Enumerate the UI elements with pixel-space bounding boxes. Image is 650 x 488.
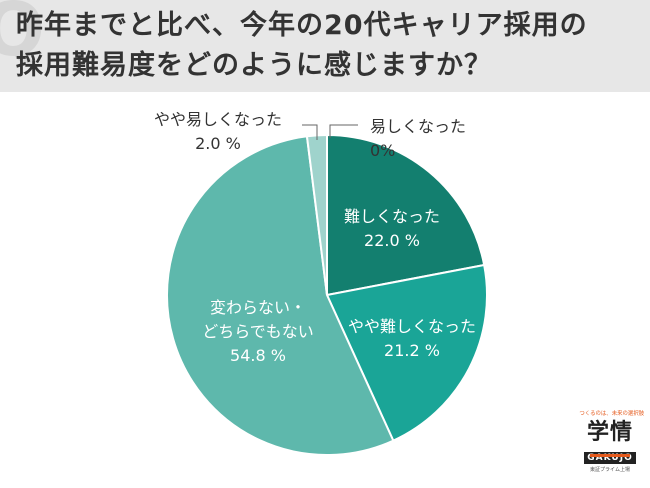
slice-label-4-line-1: 変わらない・ [210, 298, 306, 317]
brand-mark: 学情 [586, 420, 633, 445]
brand-accent-bar [590, 454, 630, 457]
title-line-1: 昨年までと比べ、今年の20代キャリア採用の [16, 10, 588, 41]
slice-label-1-line-2: 0% [370, 141, 395, 160]
slice-label-4-line-2: どちらでもない [202, 322, 314, 341]
pie-slice-2 [326, 133, 486, 297]
slice-label-1-line-1: 易しくなった [370, 117, 466, 136]
slice-label-1: 易しくなった 0% [370, 117, 466, 160]
title-banner: Q 昨年までと比べ、今年の20代キャリア採用の 採用難易度をどのように感じますか… [0, 0, 650, 92]
brand-subtext: 東証プライム上場 [590, 467, 630, 473]
decorative-q-mark: Q [0, 0, 45, 73]
brand-tagline: つくるのは、未来の選択肢 [579, 410, 645, 417]
slice-label-2: 難しくなった 22.0 % [344, 207, 440, 250]
leader-line-5 [302, 124, 318, 140]
pie-slice-4 [166, 135, 395, 456]
slice-label-5-line-1: やや易しくなった [154, 110, 282, 129]
slice-label-5-line-2: 2.0 % [195, 134, 241, 153]
slice-label-4: 変わらない・どちらでもない 54.8 % [202, 298, 314, 365]
slice-label-5: やや易しくなった 2.0 % [154, 110, 282, 153]
slice-label-3-line-2: 21.2 % [384, 341, 440, 360]
slice-label-2-line-1: 難しくなった [344, 207, 440, 226]
chart-title: 昨年までと比べ、今年の20代キャリア採用の 採用難易度をどのように感じますか？ [16, 6, 646, 86]
leader-line-1 [329, 124, 358, 138]
pie-slice-3 [325, 263, 488, 442]
gakujo-logo: つくるのは、未来の選択肢 学情 GAKUJO 東証プライム上場 [576, 408, 644, 476]
title-line-2: 採用難易度をどのように感じますか？ [16, 50, 492, 81]
slice-label-3: やや難しくなった 21.2 % [348, 317, 476, 360]
slice-label-3-line-1: やや難しくなった [348, 317, 476, 336]
slice-label-4-line-3: 54.8 % [230, 346, 286, 365]
slice-label-2-line-2: 22.0 % [364, 231, 420, 250]
